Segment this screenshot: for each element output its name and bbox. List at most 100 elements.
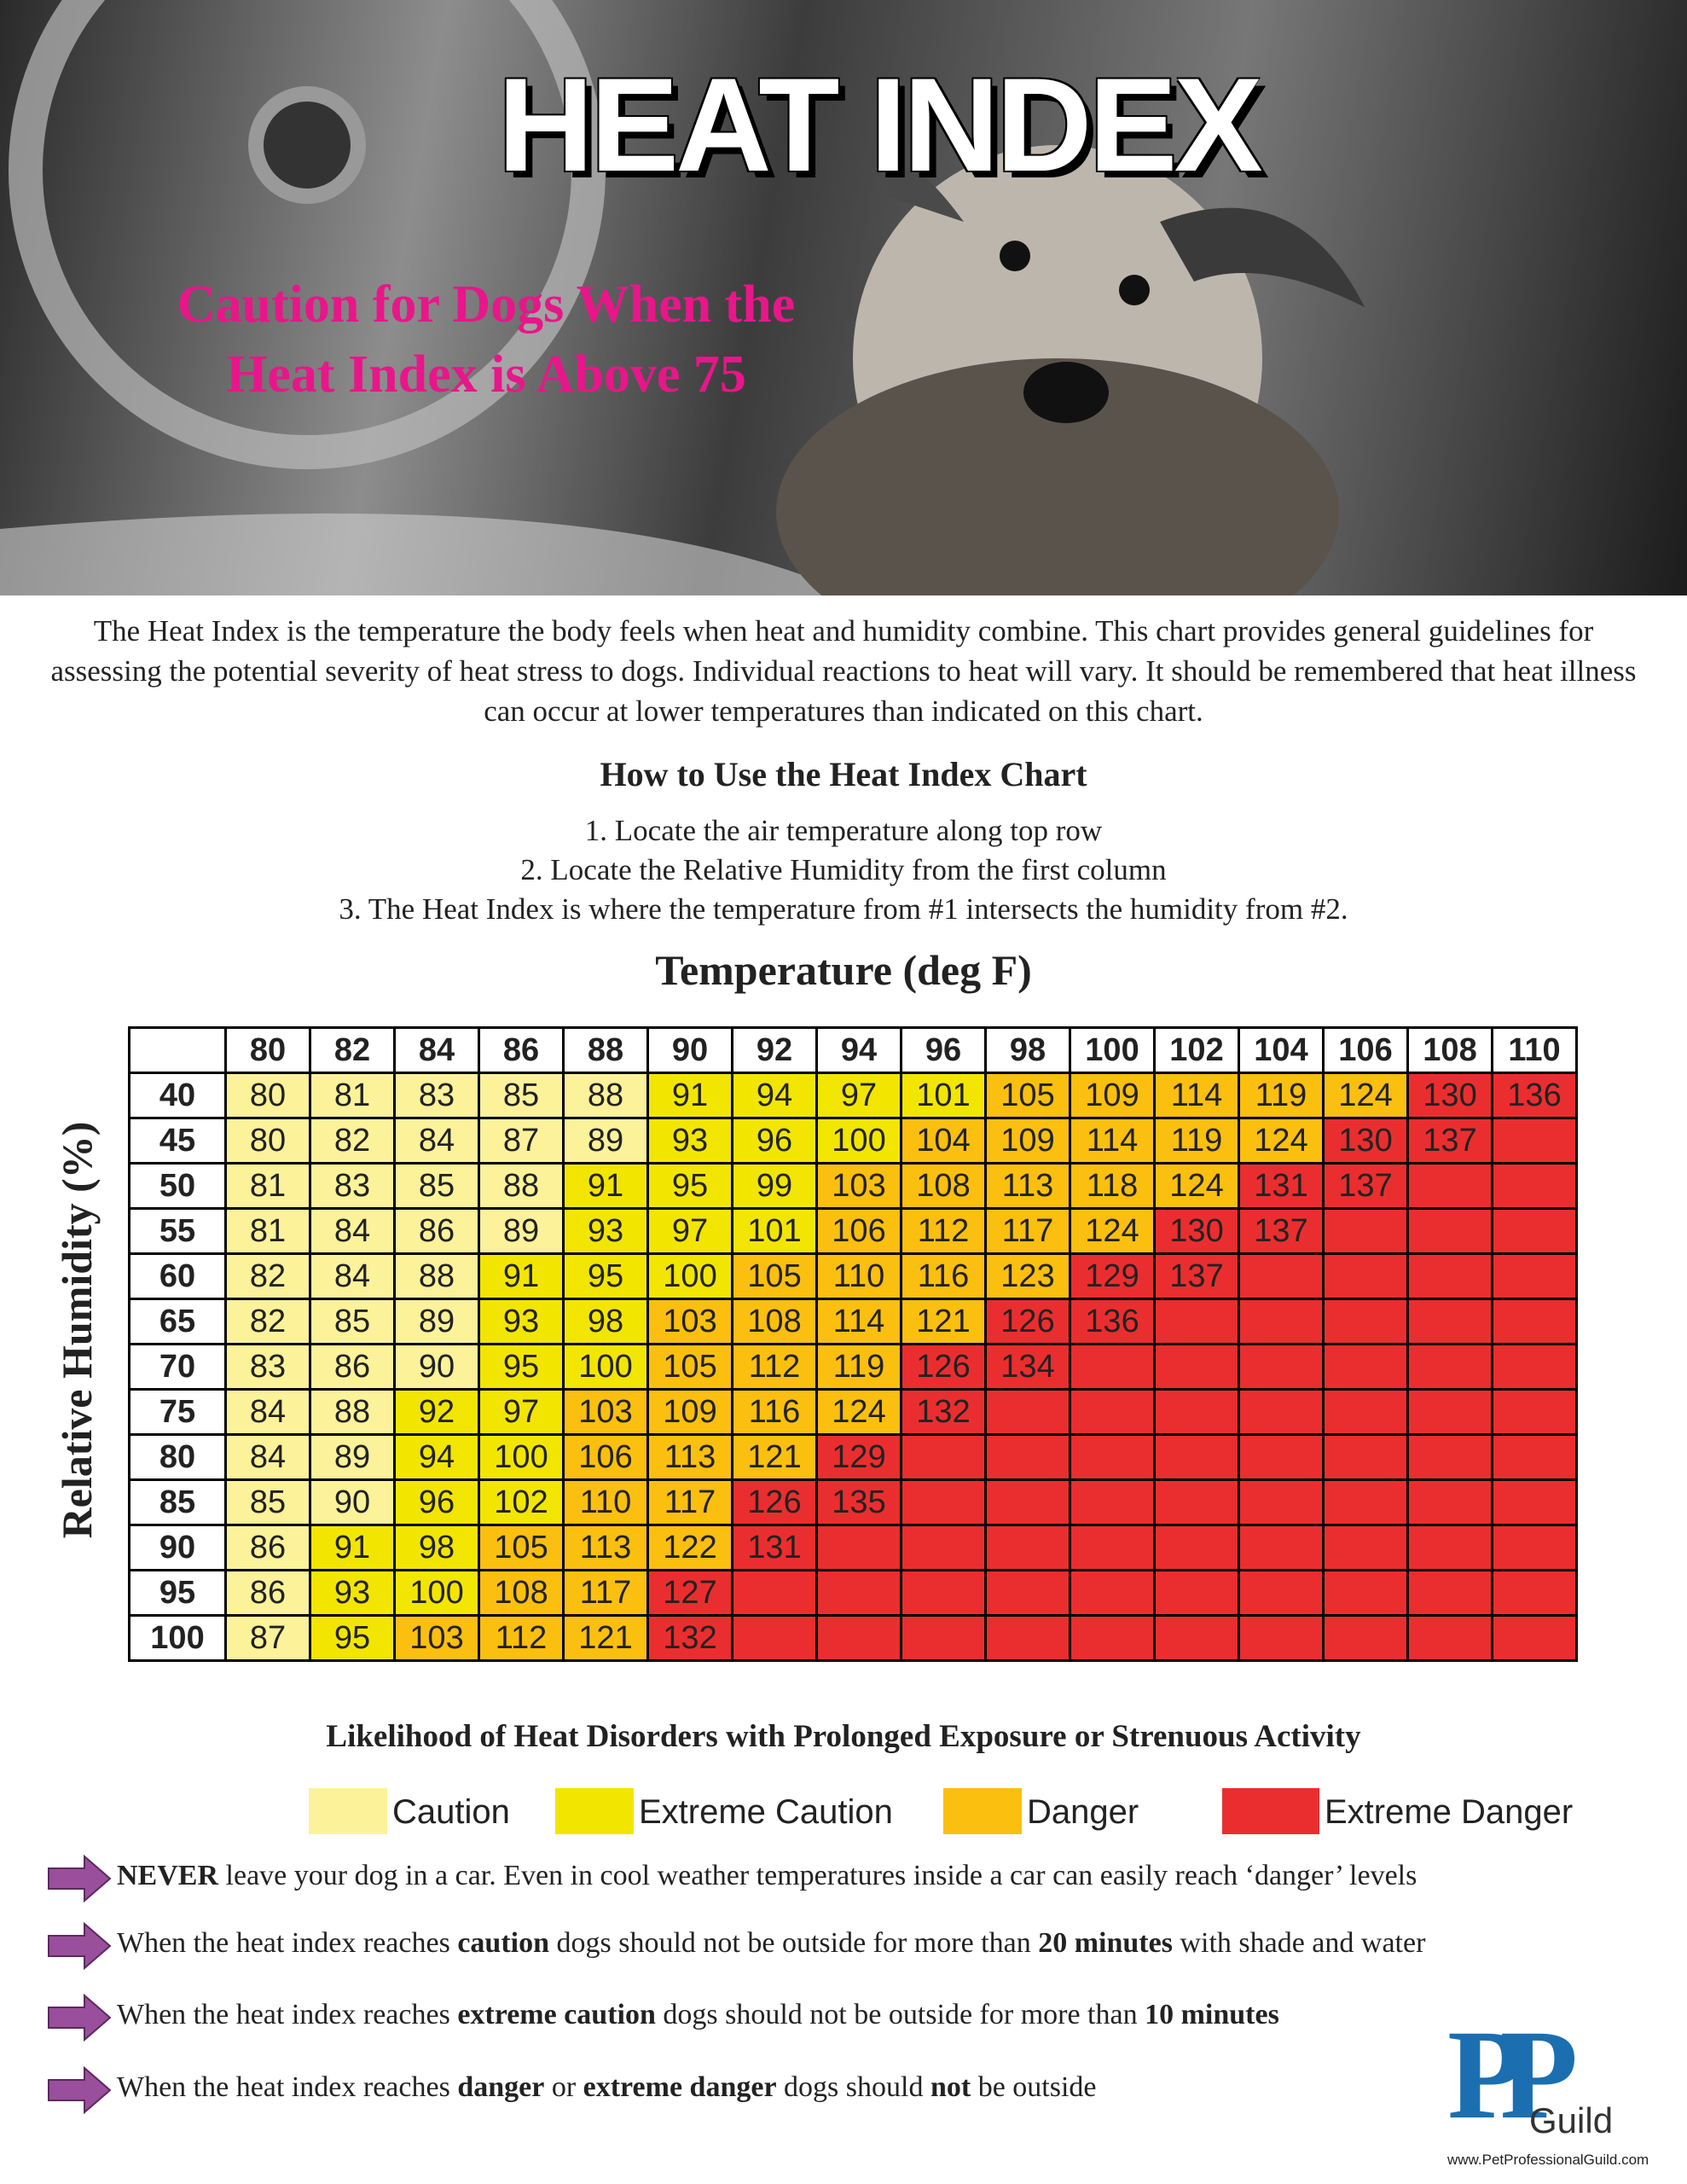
heat-index-cell: [731, 1569, 818, 1617]
temperature-header: 106: [1322, 1026, 1409, 1074]
temperature-header: 86: [478, 1026, 565, 1074]
title: HEAT INDEX: [497, 51, 1262, 200]
note-text: danger: [457, 2071, 545, 2103]
note-text: 10 minutes: [1145, 1999, 1279, 2030]
heat-index-cell: [1153, 1433, 1240, 1481]
heat-index-cell: 113: [984, 1162, 1071, 1210]
heat-index-cell: 99: [731, 1162, 818, 1210]
heat-index-cell: 100: [562, 1343, 649, 1391]
heat-index-cell: [1069, 1614, 1156, 1662]
note-text: dogs should not be outside for more than: [655, 1999, 1145, 2030]
heat-index-cell: 87: [224, 1614, 311, 1662]
heat-index-cell: [815, 1524, 902, 1571]
humidity-header: 60: [128, 1252, 227, 1300]
humidity-header: 40: [128, 1072, 227, 1119]
heat-index-cell: 85: [478, 1072, 565, 1119]
subtitle: Caution for Dogs When the: [177, 276, 796, 334]
note-text: When the heat index reaches: [117, 2071, 458, 2103]
temperature-header: 82: [309, 1026, 396, 1074]
heat-index-cell: 92: [393, 1388, 480, 1436]
table-row: 50 81 83 85 88 91 95 99 103 108 113 118 124 131 137: [128, 1162, 1578, 1210]
heat-index-cell: 85: [224, 1478, 311, 1526]
heat-index-cell: [1406, 1162, 1493, 1210]
heat-index-cell: [1406, 1478, 1493, 1526]
step: 3. The Heat Index is where the temperatu…: [339, 892, 1348, 926]
heat-index-cell: 91: [309, 1524, 396, 1571]
heat-index-cell: 117: [646, 1478, 733, 1526]
heat-index-cell: [1406, 1614, 1493, 1662]
heat-index-cell: 95: [478, 1343, 565, 1391]
legend-swatch: [1222, 1788, 1319, 1834]
heat-index-cell: [900, 1433, 987, 1481]
heat-index-cell: [900, 1524, 987, 1571]
heat-index-cell: 117: [984, 1207, 1071, 1255]
heat-index-cell: [984, 1569, 1071, 1617]
heat-index-cell: 82: [224, 1298, 311, 1345]
heat-index-cell: [1322, 1388, 1409, 1436]
heat-index-cell: [900, 1569, 987, 1617]
heat-index-cell: 121: [562, 1614, 649, 1662]
table-row: 85 85 90 96 102 110 117 126 135: [128, 1478, 1578, 1526]
heat-index-cell: [1153, 1343, 1240, 1391]
heat-index-cell: 124: [1322, 1072, 1409, 1119]
heat-index-cell: 114: [1069, 1117, 1156, 1165]
note: When the heat index reaches extreme caut…: [117, 1999, 1279, 2031]
heat-index-cell: [1322, 1298, 1409, 1345]
heat-index-cell: 122: [646, 1524, 733, 1571]
heat-index-cell: 91: [646, 1072, 733, 1119]
heat-index-cell: [1491, 1478, 1578, 1526]
legend-label: Caution: [392, 1793, 510, 1831]
heat-index-cell: [1491, 1298, 1578, 1345]
arrow-icon: [48, 1922, 112, 1970]
legend-swatch: [309, 1788, 387, 1834]
heat-index-cell: 132: [900, 1388, 987, 1436]
heat-index-cell: 137: [1406, 1117, 1493, 1165]
note-text: NEVER: [117, 1860, 219, 1891]
heat-index-cell: 132: [646, 1614, 733, 1662]
table-row: 40 80 81 83 85 88 91 94 97 101 105 109 114 119 124 130 1…: [128, 1072, 1578, 1119]
heat-index-cell: 84: [309, 1207, 396, 1255]
table-row: 60 82 84 88 91 95 100 105 110 116 123 129 137: [128, 1252, 1578, 1300]
heat-index-cell: [1491, 1569, 1578, 1617]
heat-index-cell: 96: [393, 1478, 480, 1526]
heat-index-cell: [1491, 1524, 1578, 1571]
note-text: When the heat index reaches: [117, 1927, 458, 1959]
heat-index-cell: 126: [984, 1298, 1071, 1345]
heat-index-cell: 97: [646, 1207, 733, 1255]
heat-index-cell: 124: [1153, 1162, 1240, 1210]
heat-index-cell: [1238, 1433, 1325, 1481]
heat-index-cell: [1153, 1524, 1240, 1571]
step: 1. Locate the air temperature along top …: [584, 814, 1103, 847]
heat-index-cell: [1069, 1343, 1156, 1391]
heat-index-cell: 137: [1153, 1252, 1240, 1300]
note: When the heat index reaches danger or ex…: [117, 2071, 1097, 2104]
humidity-header: 55: [128, 1207, 227, 1255]
heat-index-cell: 110: [562, 1478, 649, 1526]
heat-index-cell: [1406, 1343, 1493, 1391]
heat-index-cell: 124: [1069, 1207, 1156, 1255]
temperature-header: 80: [224, 1026, 311, 1074]
heat-index-cell: 105: [478, 1524, 565, 1571]
heat-index-cell: 104: [900, 1117, 987, 1165]
header-row: 80 82 84 86 88 90 92 94 96 98 100 102 104 106 108 110: [128, 1026, 1578, 1074]
heat-index-cell: 86: [224, 1569, 311, 1617]
heat-index-cell: 100: [478, 1433, 565, 1481]
humidity-header: 65: [128, 1298, 227, 1345]
heat-index-cell: 127: [646, 1569, 733, 1617]
heat-index-cell: 106: [815, 1207, 902, 1255]
heat-index-cell: 95: [562, 1252, 649, 1300]
heat-index-cell: 83: [224, 1343, 311, 1391]
heat-index-cell: [1238, 1614, 1325, 1662]
heat-index-cell: [1491, 1614, 1578, 1662]
humidity-header: 90: [128, 1524, 227, 1571]
heat-index-cell: 81: [309, 1072, 396, 1119]
heat-index-cell: [1153, 1478, 1240, 1526]
heat-index-cell: 87: [478, 1117, 565, 1165]
legend-swatch: [555, 1788, 634, 1834]
heat-index-cell: [1069, 1524, 1156, 1571]
note-text: When the heat index reaches: [117, 1999, 458, 2030]
temperature-header: 94: [815, 1026, 902, 1074]
note-text: leave your dog in a car. Even in cool we…: [218, 1860, 1417, 1891]
heat-index-cell: 84: [224, 1388, 311, 1436]
heat-index-cell: 130: [1406, 1072, 1493, 1119]
